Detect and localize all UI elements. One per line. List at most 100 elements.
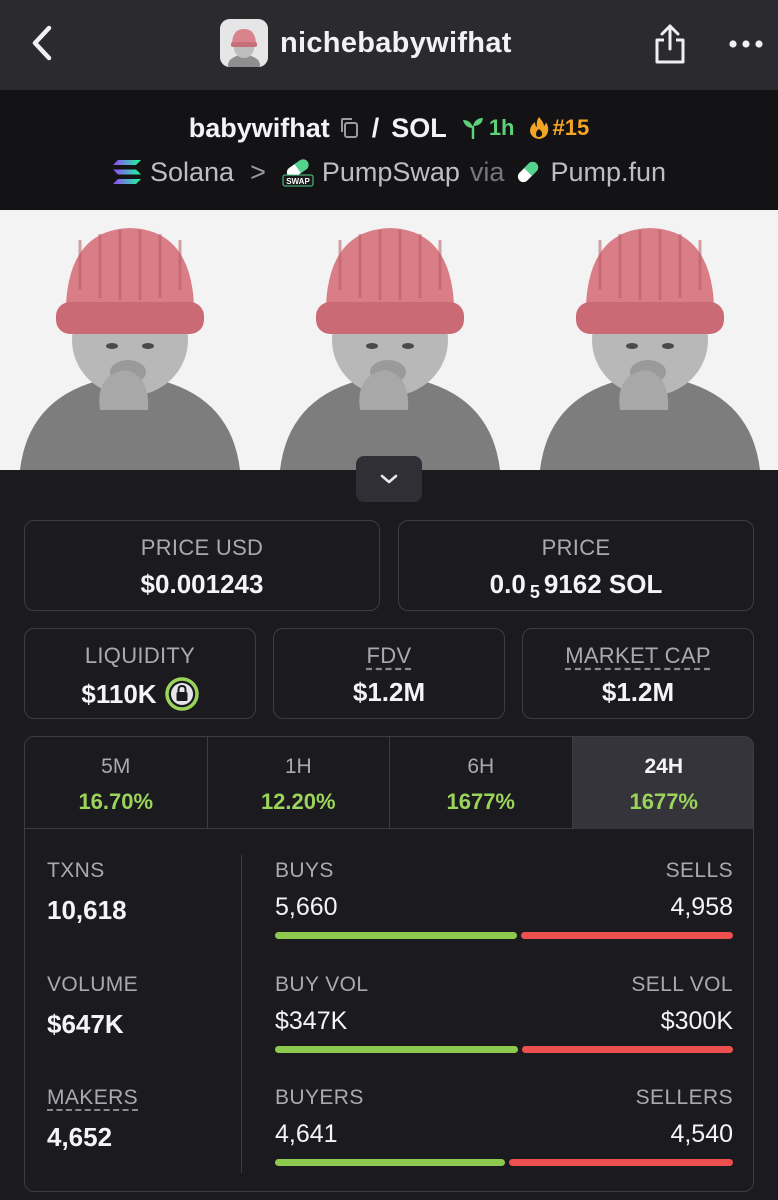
tab-change-pct: 12.20% — [260, 789, 336, 814]
nav-token-header[interactable]: nichebabywifhat — [220, 18, 512, 68]
banner-image — [260, 210, 520, 470]
price-native-value: 0.0 5 9162 SOL — [399, 569, 753, 602]
via-label: via — [469, 156, 505, 187]
share-icon — [655, 24, 685, 64]
token-banner — [0, 210, 778, 470]
tab-label: 24H — [644, 755, 684, 778]
tab-24h[interactable]: 24H 1677% — [572, 737, 753, 829]
volume-stat: VOLUME $647K — [47, 973, 138, 1040]
stat-label-row: BUYS SELLS — [275, 859, 733, 883]
pumpswap-badge-text: SWAP — [286, 177, 310, 186]
tab-1h[interactable]: 1H 12.20% — [208, 737, 390, 829]
tab-label: 5M — [101, 755, 131, 778]
volume-value: $647K — [47, 1009, 124, 1039]
stat-label-row: BUYERS SELLERS — [275, 1086, 733, 1110]
price-native-box: PRICE 0.0 5 9162 SOL — [398, 520, 754, 611]
pair-header: babywifhat / SOL 1h #15 — [0, 90, 778, 210]
sells-label: SELLS — [665, 859, 733, 882]
sellers-label: SELLERS — [635, 1086, 733, 1109]
more-options-button[interactable] — [722, 24, 770, 64]
flame-icon — [529, 117, 548, 139]
buy-sell-ratio-bar — [275, 932, 733, 939]
buyers-value: 4,641 — [275, 1120, 338, 1148]
buys-label: BUYS — [275, 859, 334, 882]
market-cap-value: $1.2M — [601, 677, 675, 707]
stats-divider — [241, 855, 242, 1173]
liquidity-value: $110K — [81, 678, 157, 709]
tab-change-pct: 1677% — [446, 789, 515, 814]
price-usd-box: PRICE USD $0.001243 — [24, 520, 380, 611]
price-usd-value: $0.001243 — [140, 569, 264, 599]
buyers-sellers-stat: BUYERS SELLERS 4,641 4,540 — [275, 1086, 733, 1166]
pair-age-badge: 1h — [461, 115, 515, 141]
launchpad-link[interactable]: Pump.fun — [514, 157, 666, 188]
timeframe-tabs: 5M 16.70% 1H 12.20% 6H 1677% 24H 1677% — [25, 737, 753, 829]
launchpad-name: Pump.fun — [550, 156, 667, 187]
sellers-portion-bar — [508, 1159, 733, 1166]
token-avatar — [220, 19, 268, 67]
back-button[interactable] — [22, 20, 62, 66]
trending-rank-badge[interactable]: #15 — [529, 115, 590, 141]
chain-name: Solana — [149, 156, 235, 187]
top-nav-bar: nichebabywifhat — [0, 0, 778, 90]
tab-label: 1H — [284, 755, 312, 778]
makers-stat: MAKERS 4,652 — [47, 1086, 138, 1153]
fdv-box: FDV $1.2M — [273, 628, 505, 719]
pair-breadcrumb: Solana > SWAP PumpSwap via Pump.fun — [0, 152, 778, 192]
fdv-value: $1.2M — [352, 677, 426, 707]
liquidity-box: LIQUIDITY $110K — [24, 628, 256, 719]
banner-image — [520, 210, 778, 470]
liquidity-value-row: $110K — [25, 677, 255, 711]
buys-sells-stat: BUYS SELLS 5,660 4,958 — [275, 859, 733, 939]
chevron-left-icon — [32, 25, 52, 61]
pair-age-text: 1h — [488, 115, 515, 140]
volume-ratio-bar — [275, 1046, 733, 1053]
price-native-zero-count: 5 — [529, 582, 540, 602]
fdv-label[interactable]: FDV — [366, 643, 412, 668]
price-native-label: PRICE — [541, 535, 611, 560]
makers-label[interactable]: MAKERS — [47, 1086, 139, 1109]
pair-separator: / — [371, 112, 380, 143]
txns-label: TXNS — [47, 859, 105, 882]
sellers-value: 4,540 — [670, 1120, 733, 1148]
banner-image — [0, 210, 260, 470]
liquidity-label: LIQUIDITY — [84, 643, 196, 668]
pumpswap-icon: SWAP — [282, 159, 314, 187]
chevron-down-icon — [380, 474, 398, 484]
sell-vol-value: $300K — [660, 1007, 733, 1035]
share-button[interactable] — [648, 20, 692, 68]
market-cap-label[interactable]: MARKET CAP — [565, 643, 711, 668]
volume-split-stat: BUY VOL SELL VOL $347K $300K — [275, 973, 733, 1053]
txns-value: 10,618 — [47, 895, 127, 925]
tab-5m[interactable]: 5M 16.70% — [25, 737, 208, 829]
buy-vol-label: BUY VOL — [275, 973, 369, 996]
breadcrumb-chevron: > — [250, 156, 266, 187]
lock-icon[interactable] — [164, 677, 199, 711]
trending-rank-text: #15 — [552, 115, 590, 140]
dex-link[interactable]: SWAP PumpSwap — [282, 157, 460, 188]
dex-name: PumpSwap — [321, 156, 460, 187]
sell-vol-label: SELL VOL — [631, 973, 733, 996]
solana-icon — [112, 160, 141, 184]
buyers-label: BUYERS — [275, 1086, 364, 1109]
buyers-portion-bar — [275, 1159, 505, 1166]
ellipsis-icon — [729, 40, 763, 48]
copy-icon[interactable] — [338, 116, 360, 140]
quote-token-name: SOL — [391, 112, 447, 143]
tab-change-pct: 16.70% — [78, 789, 154, 814]
stat-value-row: 5,660 4,958 — [275, 883, 733, 922]
buy-portion-bar — [275, 932, 517, 939]
buys-value: 5,660 — [275, 893, 338, 921]
nav-title: nichebabywifhat — [280, 26, 512, 59]
chain-link[interactable]: Solana — [112, 157, 234, 188]
buyers-ratio-bar — [275, 1159, 733, 1166]
price-native-suffix: 9162 SOL — [543, 569, 663, 599]
price-usd-label: PRICE USD — [140, 535, 264, 560]
collapse-banner-button[interactable] — [356, 456, 422, 502]
sprout-icon — [462, 118, 483, 139]
volume-label: VOLUME — [47, 973, 139, 996]
pair-title-row: babywifhat / SOL 1h #15 — [0, 110, 778, 146]
tab-6h[interactable]: 6H 1677% — [390, 737, 573, 829]
stat-label-row: BUY VOL SELL VOL — [275, 973, 733, 997]
tab-change-pct: 1677% — [629, 789, 698, 814]
